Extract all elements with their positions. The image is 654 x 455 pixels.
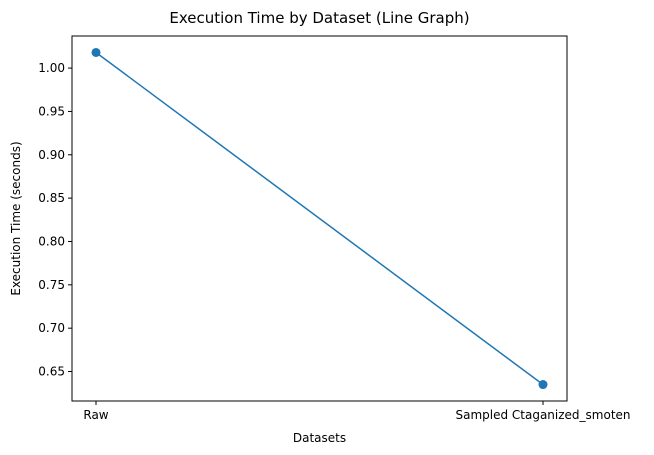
y-tick-label: 0.65 — [38, 365, 65, 379]
y-axis-ticks: 0.65 0.70 0.75 0.80 0.85 0.90 0.95 1.00 — [38, 61, 72, 379]
series-layer — [91, 47, 548, 390]
x-axis-label: Datasets — [293, 431, 346, 445]
data-point — [538, 380, 548, 390]
chart-title: Execution Time by Dataset (Line Graph) — [169, 9, 469, 27]
y-tick-label: 1.00 — [38, 61, 65, 75]
y-tick-label: 0.95 — [38, 104, 65, 118]
y-tick-label: 0.75 — [38, 278, 65, 292]
x-tick-label: Sampled Ctaganized_smoten — [455, 408, 630, 422]
y-tick-label: 0.85 — [38, 191, 65, 205]
y-tick-label: 0.90 — [38, 148, 65, 162]
y-tick-label: 0.70 — [38, 321, 65, 335]
plot-area-frame — [71, 35, 568, 402]
data-point — [91, 47, 101, 57]
x-tick-label: Raw — [83, 408, 108, 422]
y-axis-label: Execution Time (seconds) — [9, 141, 23, 295]
y-tick-label: 0.80 — [38, 234, 65, 248]
x-axis-ticks: Raw Sampled Ctaganized_smoten — [83, 401, 631, 422]
series-line — [95, 51, 544, 386]
